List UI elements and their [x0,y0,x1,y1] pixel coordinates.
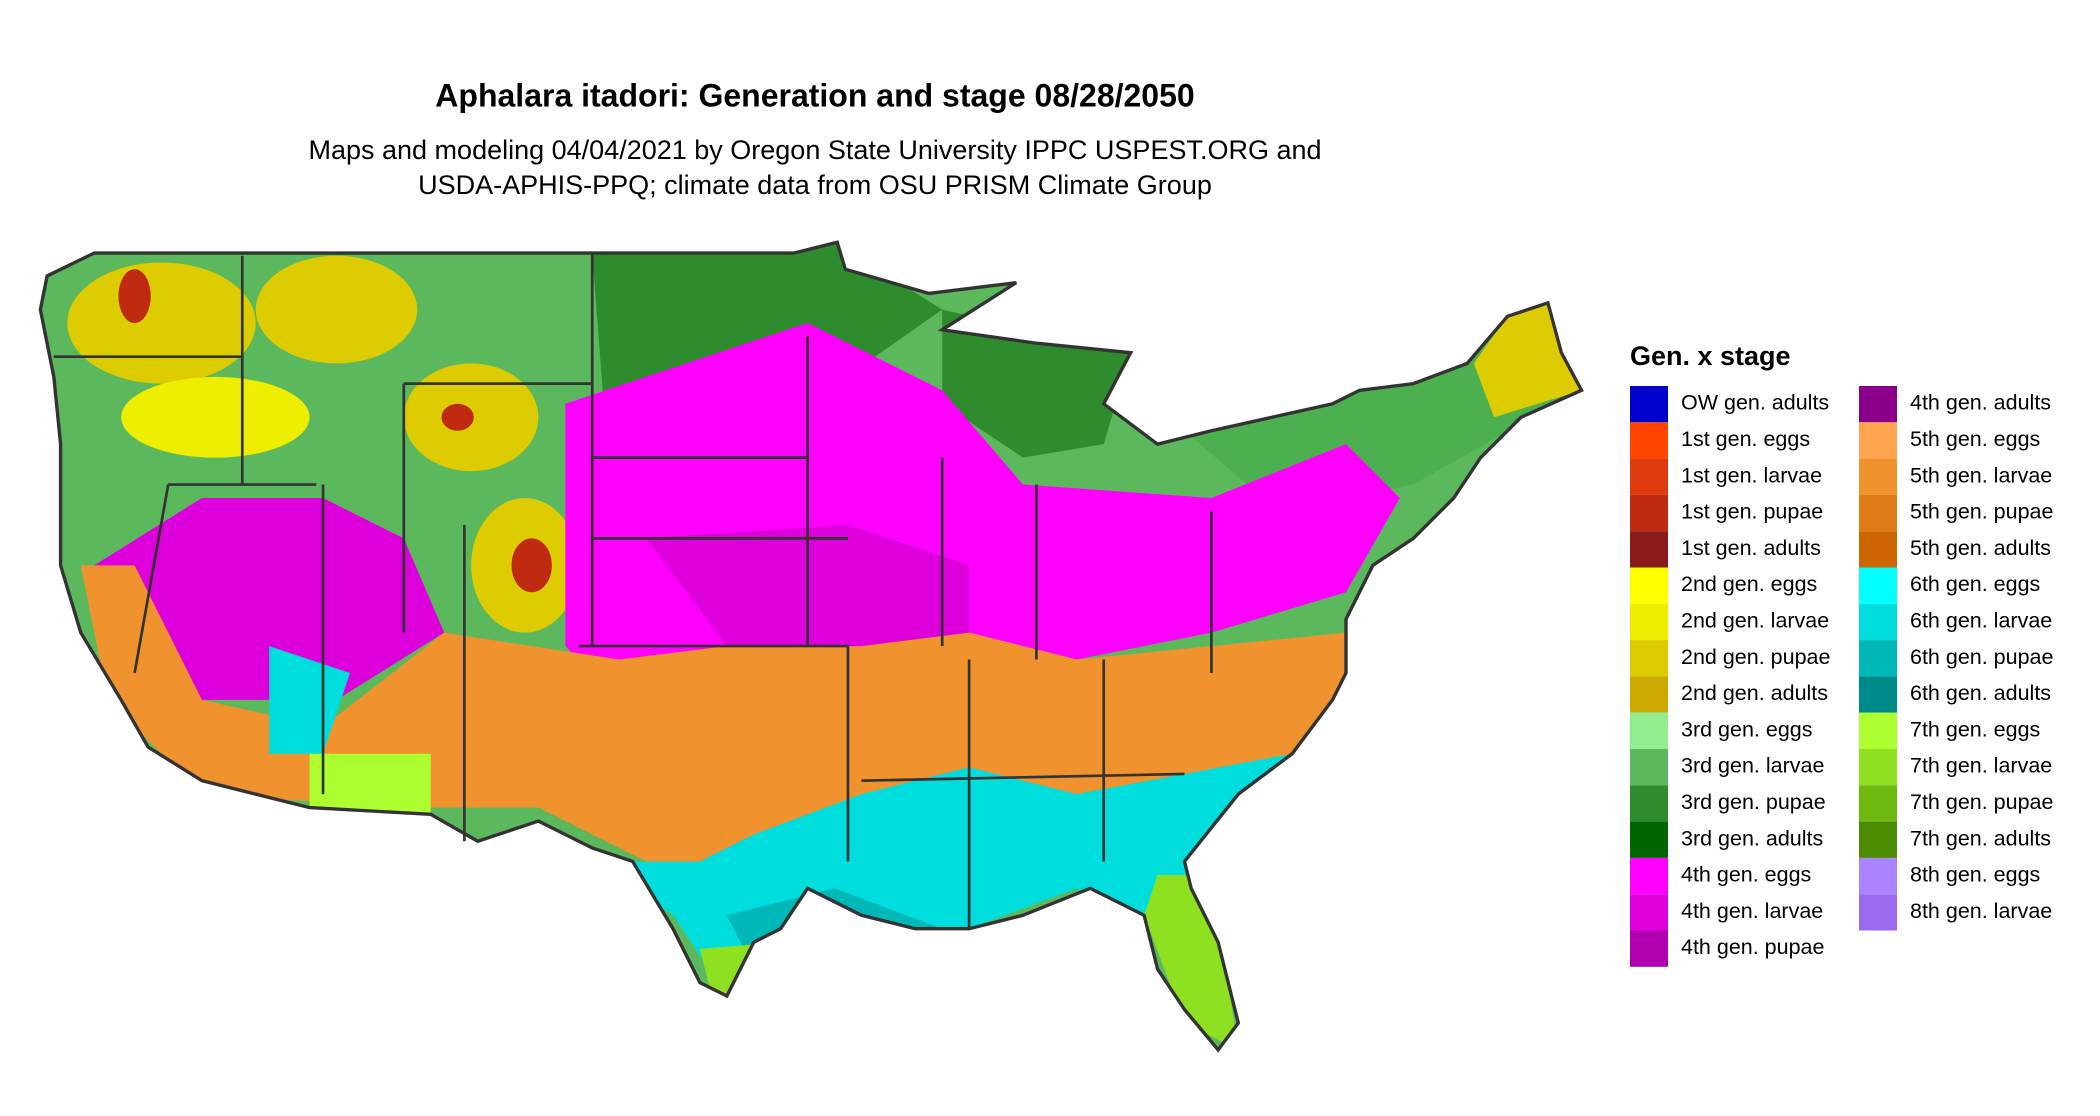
legend-swatch [1859,531,1897,568]
legend-swatch [1859,785,1897,822]
legend-swatch [1859,676,1897,713]
legend-label: 4th gen. pupae [1681,935,1824,959]
legend-swatch [1630,603,1668,641]
legend-swatch [1630,567,1668,604]
legend-swatch [1630,821,1668,858]
legend-label: 3rd gen. larvae [1681,754,1824,778]
legend-swatch [1859,458,1897,495]
map-title: Aphalara itadori: Generation and stage 0… [435,77,1194,113]
legend-swatch [1630,894,1668,931]
legend-label: 6th gen. larvae [1910,608,2052,632]
legend-label: 6th gen. eggs [1910,572,2040,596]
legend-swatch [1859,894,1897,931]
legend-label: 7th gen. pupae [1910,790,2053,814]
legend-swatch [1859,567,1897,604]
legend-label: 1st gen. larvae [1681,463,1822,487]
legend-label: 1st gen. eggs [1681,427,1810,451]
legend: OW gen. adults 1st gen. eggs 1st gen. larv… [1630,386,2053,967]
legend-label: 8th gen. larvae [1910,899,2052,923]
legend-swatch [1859,749,1897,786]
legend-swatch [1630,785,1668,822]
legend-swatch [1630,531,1668,568]
subtitle: Maps and modeling 04/04/2021 by Oregon S… [308,135,1321,165]
legend-title: Gen. x stage [1630,341,1791,371]
legend-label: OW gen. adults [1681,391,1829,415]
legend-label: 8th gen. eggs [1910,863,2040,887]
legend-swatch [1859,857,1897,895]
legend-swatch [1630,494,1668,532]
legend-label: 5th gen. pupae [1910,500,2053,524]
legend-swatch [1859,422,1897,459]
legend-label: 4th gen. larvae [1681,899,1823,923]
legend-swatch [1859,640,1897,677]
us-map [38,240,1584,1053]
legend-swatch [1859,603,1897,641]
legend-swatch [1630,857,1668,895]
legend-swatch [1630,930,1668,967]
legend-label: 6th gen. adults [1910,681,2051,705]
legend-label: 3rd gen. pupae [1681,790,1826,814]
legend-swatch [1630,386,1668,423]
legend-label: 3rd gen. eggs [1681,717,1813,741]
legend-label: 2nd gen. eggs [1681,572,1817,596]
legend-swatch [1630,640,1668,677]
legend-label: 5th gen. eggs [1910,427,2040,451]
legend-label: 7th gen. adults [1910,826,2051,850]
legend-label: 2nd gen. larvae [1681,608,1829,632]
legend-label: 2nd gen. pupae [1681,645,1830,669]
legend-swatch [1859,494,1897,532]
legend-label: 2nd gen. adults [1681,681,1828,705]
legend-swatch [1630,676,1668,713]
legend-swatch [1630,458,1668,495]
legend-label: 7th gen. larvae [1910,754,2052,778]
legend-label: 3rd gen. adults [1681,826,1823,850]
legend-label: 1st gen. pupae [1681,500,1823,524]
legend-swatch [1630,712,1668,749]
legend-swatch [1859,821,1897,858]
legend-label: 6th gen. pupae [1910,645,2053,669]
legend-swatch [1630,422,1668,459]
legend-label: 1st gen. adults [1681,536,1821,560]
legend-swatch [1630,749,1668,786]
legend-swatch [1859,386,1897,423]
legend-label: 7th gen. eggs [1910,717,2040,741]
subtitle: USDA-APHIS-PPQ; climate data from OSU PR… [418,170,1212,200]
legend-label: 4th gen. eggs [1681,863,1811,887]
legend-label: 5th gen. adults [1910,536,2051,560]
legend-label: 5th gen. larvae [1910,463,2052,487]
legend-swatch [1859,712,1897,749]
legend-label: 4th gen. adults [1910,391,2051,415]
